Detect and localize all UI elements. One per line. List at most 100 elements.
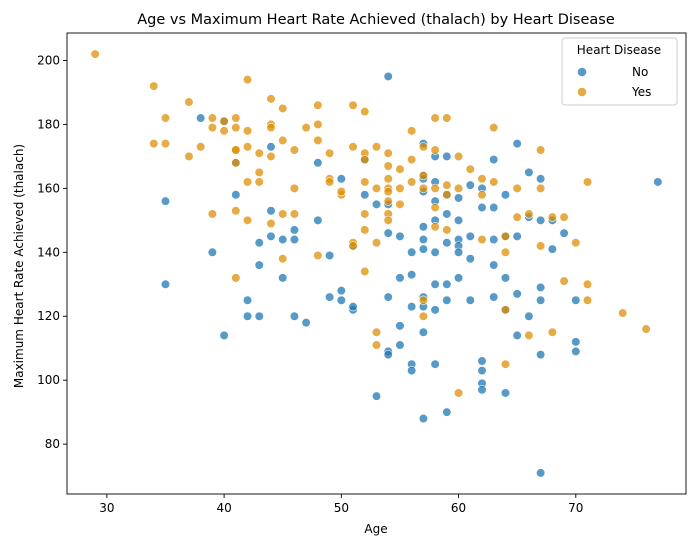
- data-point: [160, 279, 171, 289]
- data-point: [430, 183, 440, 193]
- x-tick-label: 30: [99, 501, 114, 515]
- data-point: [442, 225, 452, 235]
- data-point: [512, 212, 522, 222]
- data-point: [278, 103, 288, 114]
- data-point: [242, 311, 253, 321]
- data-point: [641, 324, 651, 334]
- legend: Heart Disease No Yes: [561, 37, 678, 106]
- data-point: [500, 231, 511, 241]
- data-point: [571, 346, 581, 357]
- data-point: [383, 350, 393, 360]
- data-point: [336, 186, 346, 197]
- data-point: [512, 139, 522, 149]
- data-point: [383, 292, 393, 302]
- data-point: [219, 330, 229, 341]
- data-point: [489, 154, 499, 165]
- data-point: [289, 311, 300, 321]
- data-point: [207, 113, 217, 123]
- data-point: [489, 292, 499, 302]
- data-point: [500, 190, 511, 200]
- x-tick-label: 70: [568, 501, 583, 515]
- data-point: [477, 385, 487, 395]
- data-point: [453, 151, 464, 162]
- data-point: [442, 238, 452, 248]
- data-point: [371, 391, 382, 401]
- data-point: [500, 305, 511, 315]
- data-point: [618, 308, 628, 318]
- data-point: [242, 295, 253, 305]
- data-point: [524, 330, 534, 341]
- legend-label-yes: Yes: [631, 85, 651, 99]
- data-point: [465, 254, 475, 264]
- data-point: [442, 407, 452, 417]
- data-point: [524, 167, 534, 177]
- data-point: [418, 222, 428, 232]
- legend-label-no: No: [632, 65, 648, 79]
- data-point: [313, 100, 323, 110]
- data-point: [536, 174, 546, 184]
- data-point: [442, 279, 452, 289]
- legend-marker-yes: [577, 87, 587, 97]
- data-point: [266, 231, 276, 241]
- data-point: [289, 183, 300, 193]
- x-tick-label: 40: [216, 501, 231, 515]
- data-point: [442, 295, 452, 305]
- data-point: [254, 311, 264, 321]
- data-point: [149, 139, 159, 149]
- data-point: [430, 359, 440, 369]
- data-point: [242, 215, 253, 225]
- x-axis: 30 40 50 60 70: [99, 494, 583, 515]
- plot-points: [90, 49, 663, 478]
- data-point: [383, 215, 393, 225]
- data-point: [418, 183, 428, 193]
- data-point: [442, 180, 452, 190]
- data-point: [430, 222, 440, 232]
- data-point: [430, 247, 440, 257]
- data-point: [407, 154, 417, 165]
- data-point: [371, 238, 382, 248]
- data-point: [559, 228, 569, 238]
- data-point: [278, 234, 288, 245]
- data-point: [442, 113, 452, 123]
- data-point: [207, 247, 217, 257]
- data-point: [242, 177, 253, 187]
- data-point: [582, 295, 593, 305]
- data-point: [231, 145, 241, 155]
- data-point: [383, 71, 393, 82]
- data-point: [254, 167, 264, 177]
- data-point: [477, 202, 487, 213]
- data-point: [278, 135, 288, 146]
- data-point: [536, 241, 546, 251]
- data-point: [383, 148, 393, 158]
- data-point: [266, 123, 276, 133]
- series-yes: [90, 49, 651, 398]
- data-point: [266, 206, 276, 216]
- data-point: [371, 340, 382, 350]
- data-point: [582, 177, 593, 187]
- data-point: [453, 247, 464, 257]
- data-point: [360, 177, 370, 187]
- data-point: [231, 273, 241, 283]
- data-point: [360, 209, 370, 219]
- data-point: [477, 356, 487, 366]
- data-point: [453, 193, 464, 203]
- data-point: [407, 126, 417, 136]
- data-point: [395, 164, 405, 174]
- data-point: [430, 202, 440, 213]
- data-point: [325, 148, 335, 158]
- data-point: [160, 196, 171, 206]
- data-point: [442, 209, 452, 219]
- y-tick-label: 140: [37, 245, 60, 259]
- data-point: [536, 282, 546, 293]
- data-point: [90, 49, 100, 59]
- data-point: [360, 154, 370, 165]
- data-point: [242, 75, 253, 85]
- data-point: [278, 209, 288, 219]
- data-point: [489, 177, 499, 187]
- y-tick-label: 180: [37, 117, 60, 131]
- data-point: [360, 225, 370, 235]
- data-point: [336, 286, 346, 296]
- data-point: [524, 311, 534, 321]
- data-point: [395, 231, 405, 241]
- data-point: [231, 123, 241, 133]
